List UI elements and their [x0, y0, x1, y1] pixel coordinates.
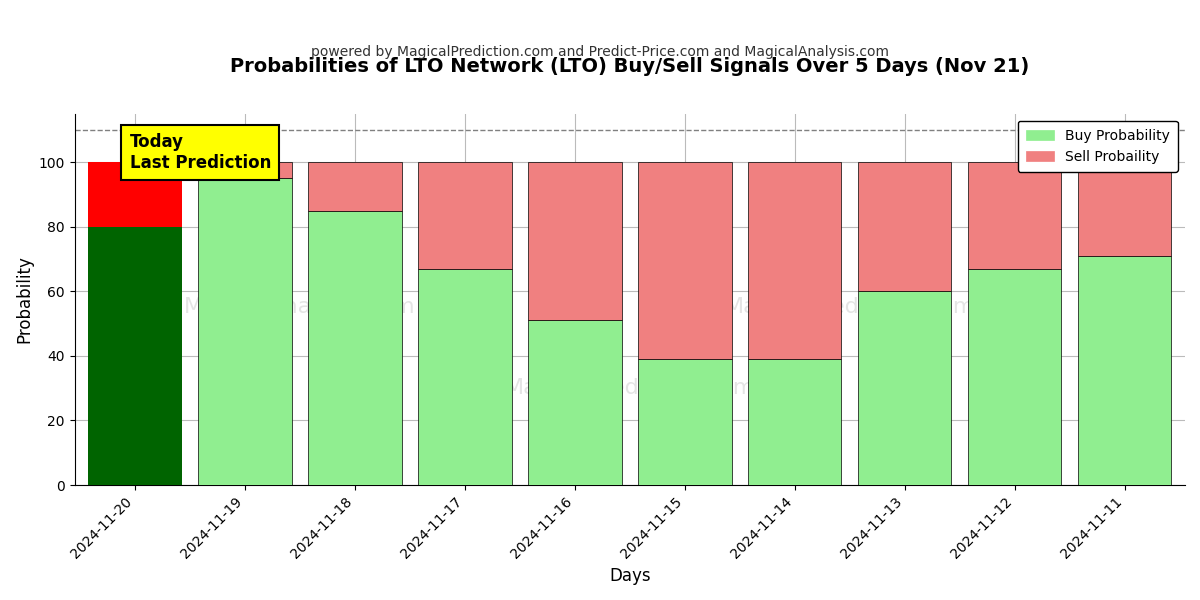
Text: MagicalPrediction.com: MagicalPrediction.com — [725, 298, 974, 317]
Y-axis label: Probability: Probability — [16, 256, 34, 343]
Bar — [528, 320, 622, 485]
Bar — [198, 162, 292, 178]
Bar — [1078, 256, 1171, 485]
Bar — [858, 162, 952, 291]
Bar — [748, 162, 841, 359]
Bar — [528, 162, 622, 320]
Text: MagicalAnalysis.com: MagicalAnalysis.com — [185, 298, 416, 317]
Bar — [968, 269, 1061, 485]
Legend: Buy Probability, Sell Probaility: Buy Probability, Sell Probaility — [1018, 121, 1178, 172]
Bar — [89, 227, 182, 485]
Bar — [858, 291, 952, 485]
Bar — [308, 162, 402, 211]
Bar — [89, 162, 182, 227]
X-axis label: Days: Days — [610, 567, 650, 585]
Bar — [419, 269, 511, 485]
Text: powered by MagicalPrediction.com and Predict-Price.com and MagicalAnalysis.com: powered by MagicalPrediction.com and Pre… — [311, 45, 889, 59]
Bar — [1078, 162, 1171, 256]
Bar — [968, 162, 1061, 269]
Bar — [198, 178, 292, 485]
Bar — [748, 359, 841, 485]
Text: Today
Last Prediction: Today Last Prediction — [130, 133, 271, 172]
Title: Probabilities of LTO Network (LTO) Buy/Sell Signals Over 5 Days (Nov 21): Probabilities of LTO Network (LTO) Buy/S… — [230, 57, 1030, 76]
Bar — [638, 162, 732, 359]
Text: MagicalPrediction.com: MagicalPrediction.com — [504, 378, 755, 398]
Bar — [419, 162, 511, 269]
Bar — [308, 211, 402, 485]
Bar — [638, 359, 732, 485]
